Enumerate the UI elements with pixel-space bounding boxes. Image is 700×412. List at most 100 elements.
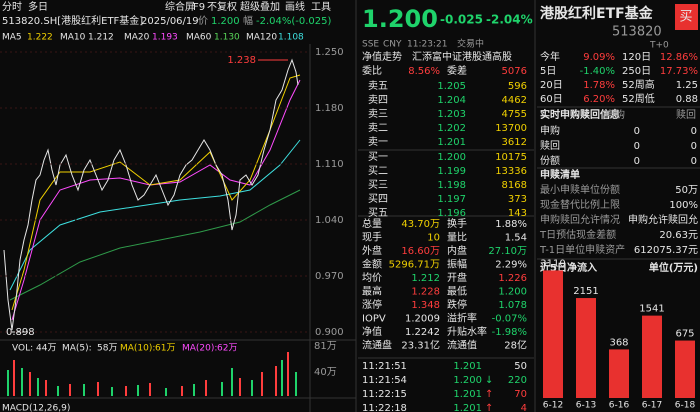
axis-label: 1.040 — [315, 215, 344, 226]
stat-label: 升贴水率 — [447, 325, 487, 338]
stat-label: 溢折率 — [447, 312, 477, 325]
order-volume: 8168 — [502, 180, 527, 191]
order-price: 1.198 — [437, 180, 466, 191]
stat-label: 跌停 — [447, 298, 467, 311]
section-title: 实时申购赎回信息 — [540, 108, 620, 121]
trade-price: 1.201 — [453, 389, 482, 400]
ma60-line — [9, 139, 301, 291]
trade-volume: 70 — [514, 389, 527, 400]
bar — [576, 298, 596, 398]
row-label: T日预估现金差额 — [539, 228, 616, 241]
trade-arrow: ↑ — [485, 403, 493, 412]
order-volume: 596 — [508, 81, 527, 92]
row-value: 0 — [634, 141, 640, 152]
vol-value: 44万 — [36, 344, 56, 354]
row-value: 50万 — [675, 185, 698, 196]
axis-label: 81万 — [314, 341, 337, 352]
ma-name: MA10 — [60, 33, 86, 43]
stat-value: -0.07% — [492, 314, 527, 325]
perf-label: 20日 — [540, 80, 563, 91]
trade-price: 1.201 — [453, 361, 482, 372]
perf-value: 0.88 — [676, 94, 698, 105]
buy-text[interactable]: 买 — [679, 10, 692, 25]
ma120-line — [9, 189, 301, 301]
perf-label: 52周低 — [622, 92, 655, 105]
row-value: 20.63元 — [659, 230, 698, 241]
vol-name: VOL: — [12, 344, 33, 354]
row-value: 0 — [691, 141, 697, 152]
row-value: 0 — [634, 156, 640, 167]
perf-value: 12.86% — [660, 52, 698, 63]
vol-value: 62万 — [217, 344, 237, 354]
exchange: SSE — [362, 40, 379, 50]
row-value: 5076 — [502, 66, 527, 77]
ma-value: 1.212 — [88, 33, 114, 43]
volume-bars-red — [13, 352, 289, 396]
fund-name: 港股红利ETF基金 — [540, 5, 654, 22]
perf-value: 1.78% — [583, 80, 615, 91]
row-value: 汇添富中证港股通高股 — [412, 50, 512, 63]
column-label: 申购 — [605, 108, 625, 121]
axis-label: 1.110 — [315, 159, 344, 170]
ma-name: MA120 — [246, 33, 277, 43]
trade-arrow: ↑ — [485, 389, 493, 400]
order-volume: 143 — [508, 208, 527, 219]
bar-value: 1541 — [639, 304, 664, 315]
order-price: 1.205 — [437, 81, 466, 92]
stat-label: 流通盘 — [362, 339, 392, 352]
perf-label: 250日 — [622, 66, 651, 77]
stat-label: 最高 — [362, 285, 382, 298]
perf-value: 1.25 — [676, 80, 698, 91]
trade-time: 11:21:54 — [362, 375, 407, 386]
trade-volume: 4 — [521, 403, 527, 412]
row-label: 申购 — [540, 124, 560, 137]
order-price: 1.203 — [437, 109, 466, 120]
order-volume: 13336 — [495, 166, 527, 177]
price: 1.200 — [211, 16, 240, 27]
ma-name: MA5 — [2, 33, 22, 43]
bar-value: 675 — [675, 329, 694, 340]
bar-value: 368 — [609, 337, 628, 348]
stat-value: 10 — [427, 233, 440, 244]
order-volume: 13700 — [495, 123, 527, 134]
row-value: 0 — [691, 126, 697, 137]
order-label: 卖三 — [368, 108, 388, 120]
order-label: 买二 — [368, 165, 388, 177]
perf-value: 9.09% — [583, 52, 615, 63]
fund-code: 513820 — [612, 25, 662, 40]
stat-value: -1.98% — [492, 327, 527, 338]
toolbar-item: 不复权 — [207, 0, 237, 13]
toolbar-item: 工具 — [311, 1, 331, 13]
trade-price: 1.200 — [453, 375, 482, 386]
axis-label: 0.900 — [315, 327, 344, 338]
stat-value: 2.29% — [495, 260, 527, 271]
trade-volume: 50 — [514, 361, 527, 372]
perf-label: 60日 — [540, 94, 563, 105]
bar — [642, 315, 662, 398]
toolbar-item: 分时 — [2, 1, 22, 13]
toolbar-item: 多日 — [28, 0, 48, 13]
toolbar-item: F9 — [193, 2, 205, 13]
stat-label: 净值 — [362, 325, 382, 338]
trade-price: 1.201 — [453, 403, 482, 412]
order-label: 卖四 — [368, 94, 388, 106]
vol-value: 61万 — [155, 344, 175, 354]
stat-label: 开盘 — [447, 271, 467, 284]
stat-value: 1.88% — [495, 219, 527, 230]
vol-value: 58万 — [97, 344, 117, 354]
row-label: 赎回 — [540, 139, 560, 152]
order-label: 卖五 — [368, 80, 388, 92]
stat-value: 1.54 — [505, 233, 527, 244]
bar-value: 2151 — [573, 286, 598, 297]
perf-value: 17.73% — [660, 66, 698, 77]
perf-label: 120日 — [622, 52, 651, 63]
range: -2.04%(-0.025) — [256, 16, 332, 27]
buy-button[interactable] — [675, 4, 698, 30]
stat-label: 均价 — [362, 272, 382, 284]
perf-label: 今年 — [540, 50, 560, 63]
stat-label: 内盘 — [447, 244, 467, 257]
ma-value: 1.130 — [214, 33, 240, 43]
bar-category: 6-16 — [609, 401, 630, 411]
stat-label: 涨停 — [362, 298, 382, 311]
stat-value: 5296.71万 — [389, 260, 440, 271]
